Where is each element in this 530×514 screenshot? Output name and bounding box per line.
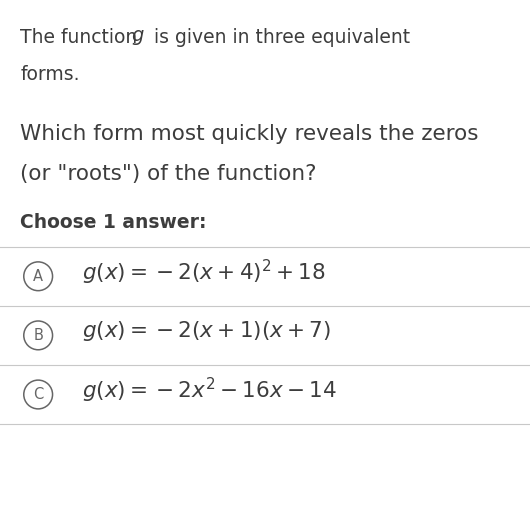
Text: is given in three equivalent: is given in three equivalent xyxy=(147,28,410,47)
Text: The function: The function xyxy=(20,28,144,47)
Text: (or "roots") of the function?: (or "roots") of the function? xyxy=(20,164,316,185)
Text: Choose 1 answer:: Choose 1 answer: xyxy=(20,213,207,232)
Text: B: B xyxy=(33,328,43,343)
Text: $g(x)=-2(x+4)^{2}+18$: $g(x)=-2(x+4)^{2}+18$ xyxy=(82,258,326,287)
Text: $\mathit{g}$: $\mathit{g}$ xyxy=(131,28,144,47)
Text: A: A xyxy=(33,269,43,284)
Text: $g(x)=-2(x+1)(x+7)$: $g(x)=-2(x+1)(x+7)$ xyxy=(82,319,331,343)
Text: forms.: forms. xyxy=(20,65,80,84)
Text: C: C xyxy=(33,387,43,402)
Text: $g(x)=-2x^{2}-16x-14$: $g(x)=-2x^{2}-16x-14$ xyxy=(82,376,337,405)
Text: Which form most quickly reveals the zeros: Which form most quickly reveals the zero… xyxy=(20,124,479,144)
